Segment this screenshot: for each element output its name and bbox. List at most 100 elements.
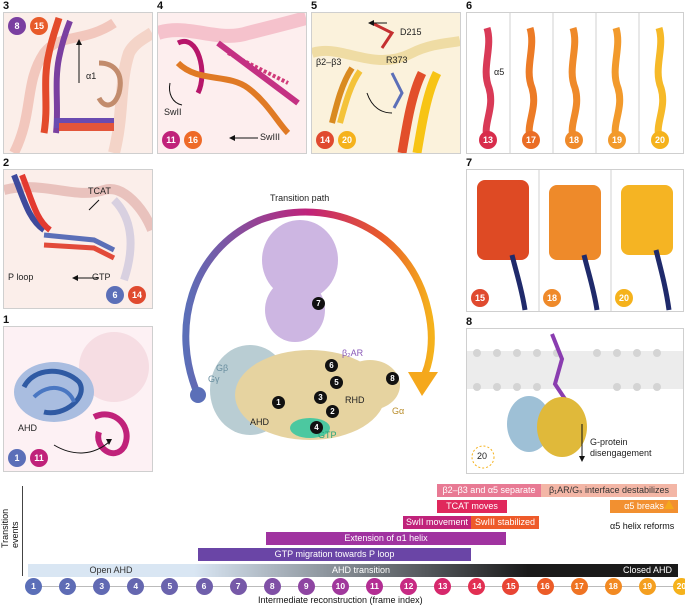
frame-index-6: 6	[195, 578, 213, 595]
frame-index-17: 17	[570, 578, 588, 595]
rhd-label: RHD	[345, 395, 365, 405]
frame-badge: 19	[608, 131, 626, 149]
frame-badge: 18	[543, 289, 561, 307]
panel-7-label: 7	[466, 157, 473, 169]
frame-index-15: 15	[502, 578, 520, 595]
alpha1-label: α1	[86, 71, 97, 81]
panel-7: 15 18 20	[466, 169, 684, 312]
frame-badge: 11	[30, 449, 48, 467]
frame-badge: 6	[106, 286, 124, 304]
gb-label: Gβ	[216, 363, 229, 373]
marker-5: 5	[330, 376, 343, 389]
frame-badge: 20	[615, 289, 633, 307]
frame-badge: 17	[522, 131, 540, 149]
panel-7-structure	[477, 170, 673, 311]
event-closed-ahd: Closed AHD	[528, 564, 678, 577]
disengagement-label: G-protein disengagement	[590, 437, 652, 458]
frame-index-4: 4	[127, 578, 145, 595]
ahd-domain-label: AHD	[250, 417, 270, 427]
r373-label: R373	[386, 55, 408, 65]
ploop-label: P loop	[8, 272, 34, 282]
b2ar-label: β₂AR	[342, 348, 364, 358]
frame-index-16: 16	[536, 578, 554, 595]
marker-3: 3	[314, 391, 327, 404]
panel-4-structure	[158, 13, 306, 141]
frame-index-18: 18	[604, 578, 622, 595]
frame-badge: 20	[338, 131, 356, 149]
panel-6-label: 6	[466, 0, 473, 12]
tcat-label: TCAT	[88, 186, 111, 196]
frame-20-label: 20	[477, 451, 488, 461]
marker-8: 8	[386, 372, 399, 385]
ga-label: Gα	[392, 406, 405, 416]
timeline: Transition events β2–β3 and α5 separate …	[0, 478, 685, 605]
frame-index-7: 7	[229, 578, 247, 595]
reform-arrow-icon	[664, 500, 674, 509]
panel-1-label: 1	[3, 314, 10, 326]
event-tcat: TCAT moves	[437, 500, 507, 513]
frame-badge: 16	[184, 131, 202, 149]
timeline-ylabel: Transition events	[0, 508, 20, 548]
frame-badge: 14	[316, 131, 334, 149]
gg-label: Gγ	[208, 374, 220, 384]
frame-index-19: 19	[638, 578, 656, 595]
frame-badge: 18	[565, 131, 583, 149]
swii-label: SwII	[164, 107, 182, 117]
frame-index-14: 14	[468, 578, 486, 595]
frame-badge: 14	[128, 286, 146, 304]
panel-3-structure	[9, 16, 152, 153]
panel-3-label: 3	[3, 0, 10, 12]
transition-path-title: Transition path	[270, 193, 330, 203]
frame-index-20: 20	[672, 578, 685, 595]
marker-6: 6	[325, 359, 338, 372]
event-a5-breaks: α5 breaks	[610, 500, 678, 513]
frame-badge: 20	[651, 131, 669, 149]
event-open-ahd: Open AHD	[28, 564, 194, 577]
frame-badge: 8	[8, 17, 26, 35]
event-gtp: GTP migration towards P loop	[198, 548, 471, 561]
panel-2: TCAT P loop GTP 6 14	[3, 169, 153, 309]
frame-index-9: 9	[297, 578, 315, 595]
panel-2-label: 2	[3, 157, 10, 169]
panel-5: D215 β2–β3 R373 14 20	[311, 12, 461, 154]
panel-6: α5 13 17 18 19 20	[466, 12, 684, 154]
gtp-center-label: GTP	[318, 430, 337, 440]
event-b2b3-a5: β2–β3 and α5 separate	[437, 484, 541, 497]
frame-index-13: 13	[434, 578, 452, 595]
swiii-label: SwIII	[260, 132, 281, 142]
frame-index-8: 8	[263, 578, 281, 595]
d215-label: D215	[400, 27, 422, 37]
frame-index-10: 10	[331, 578, 349, 595]
event-swiii: SwIII stabilized	[471, 516, 539, 529]
frame-axis-line	[28, 586, 678, 587]
panel-6-structure	[482, 13, 667, 153]
frame-index-11: 11	[366, 578, 383, 595]
timeline-xlabel: Intermediate reconstruction (frame index…	[258, 595, 423, 605]
marker-7: 7	[312, 297, 325, 310]
frame-badge: 13	[479, 131, 497, 149]
alpha5-label: α5	[494, 67, 505, 77]
panel-8: 20 G-protein disengagement	[466, 328, 684, 474]
alpha5-reforms-note: α5 helix reforms	[610, 521, 675, 531]
marker-1: 1	[272, 396, 285, 409]
panel-8-structure	[467, 333, 683, 469]
panel-2-structure	[4, 173, 152, 282]
gtp-label: GTP	[92, 272, 111, 282]
timeline-axis	[22, 486, 23, 576]
panel-4: SwII SwIII 11 16	[157, 12, 307, 154]
frame-index-1: 1	[25, 578, 42, 595]
marker-2: 2	[326, 405, 339, 418]
panel-1: AHD 1 11	[3, 326, 153, 472]
ahd-label: AHD	[18, 423, 38, 433]
panel-3: α1 8 15	[3, 12, 153, 154]
frame-badge: 15	[471, 289, 489, 307]
event-interface: β₁AR/Gₛ interface destabilizes	[541, 484, 677, 497]
panel-5-structure	[312, 20, 460, 153]
panel-8-label: 8	[466, 316, 473, 328]
frame-index-3: 3	[93, 578, 111, 595]
event-alpha1: Extension of α1 helix	[266, 532, 506, 545]
frame-index-12: 12	[400, 578, 418, 595]
frame-badge: 15	[30, 17, 48, 35]
frame-index-2: 2	[59, 578, 77, 595]
b2b3-label: β2–β3	[316, 57, 342, 67]
